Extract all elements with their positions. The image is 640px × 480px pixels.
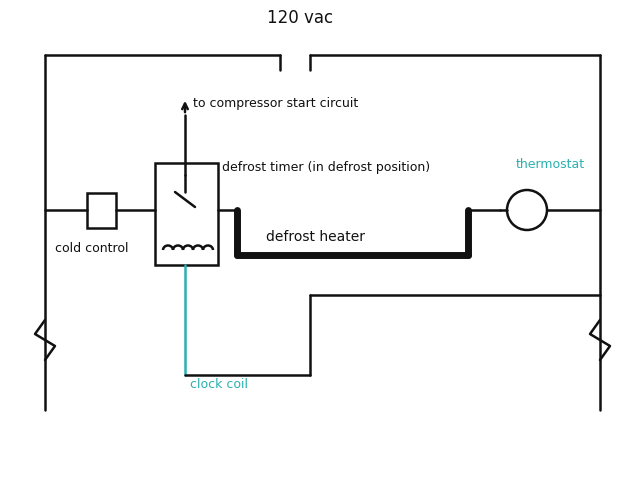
Text: defrost heater: defrost heater — [266, 230, 365, 244]
Text: to compressor start circuit: to compressor start circuit — [193, 96, 358, 109]
Bar — [155, 163, 218, 265]
Text: clock coil: clock coil — [190, 379, 248, 392]
Text: thermostat: thermostat — [516, 158, 585, 171]
Text: defrost timer (in defrost position): defrost timer (in defrost position) — [222, 160, 430, 173]
Text: 120 vac: 120 vac — [267, 9, 333, 27]
Text: cold control: cold control — [55, 241, 129, 254]
